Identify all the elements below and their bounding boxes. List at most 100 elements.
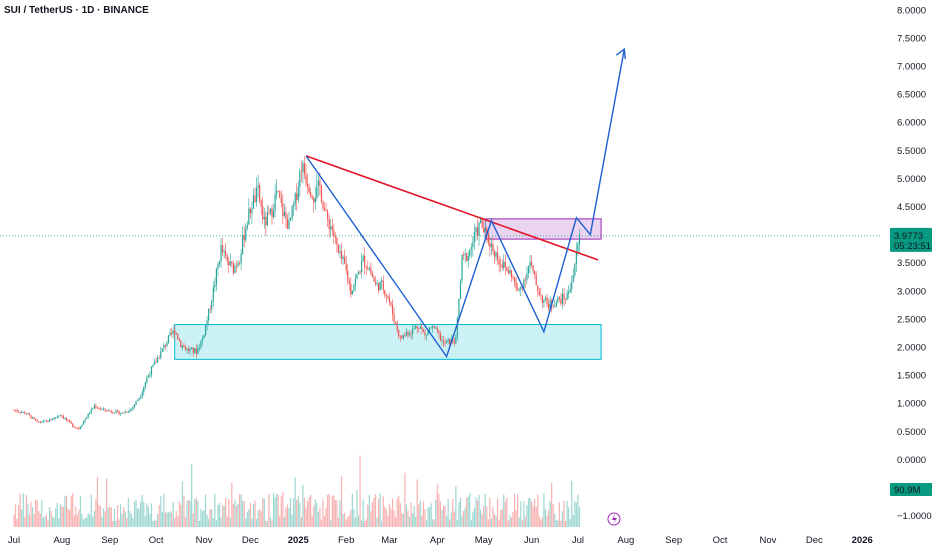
volume-bar [288,507,290,527]
candle-body [313,198,315,203]
volume-bar [560,520,562,527]
candle-body [543,299,545,303]
volume-bar [18,505,20,527]
time-tick-label: Sep [101,535,118,546]
candle-body [361,261,363,273]
candle-body [79,426,82,429]
candle-body [271,208,273,218]
volume-bar [220,517,222,527]
volume-bar [479,509,482,527]
volume-bar [568,507,570,527]
candle-body [399,336,401,338]
volume-bar [561,511,564,527]
volume-bar [395,516,397,527]
volume-bar [41,500,43,527]
volume-bar [547,510,550,527]
candle-body [260,200,262,207]
candle-body [325,210,327,212]
candle-body [291,206,293,219]
volume-bar [361,520,363,527]
volume-bar [92,517,94,527]
volume-bar [257,510,259,527]
candle-body [447,339,449,342]
volume-bar [492,507,494,527]
candle-body [138,397,140,400]
candle-body [228,261,230,266]
price-axis[interactable]: 8.0000 7.5000 7.0000 6.5000 6.0000 5.5000 5.00… [897,5,932,522]
volume-bar [444,506,446,527]
candle-body [340,250,343,259]
volume-bar [322,499,324,527]
candle-body [56,416,58,418]
volume-bar [289,498,292,527]
candle-body [336,237,338,246]
volume-bar [430,503,432,527]
volume-bar [490,518,493,527]
candle-body [243,235,245,241]
volume-bar [486,506,488,527]
volume-bar [438,493,440,527]
candle-body [235,265,238,267]
candle-body [396,322,398,330]
volume-bar [16,518,18,527]
volume-bar [526,505,528,527]
volume-bar [50,511,52,527]
volume-bar [487,519,489,527]
volume-bar [306,501,309,527]
volume-bar [350,510,352,527]
price-tick-label: 5.5000 [897,146,926,157]
volume-bar [376,517,378,527]
time-axis[interactable]: Jul Aug Sep Oct Nov Dec 2025 Feb Mar Apr May Jun Jul… [8,535,873,546]
candle-body [359,271,361,273]
candle-body [501,264,503,268]
candle-body [453,341,455,344]
volume-bar [214,493,216,527]
candle-body [401,336,403,339]
volume-bar [362,499,364,527]
volume-bar [470,520,472,527]
volume-bar [319,507,321,527]
volume-bar [293,498,295,527]
volume-bar [232,503,234,527]
candle-body [412,328,414,334]
candle-body [563,293,565,300]
candle-body [382,280,384,291]
candle-body [106,410,108,412]
volume-bar [180,504,182,527]
volume-bar [540,519,542,527]
volume-bar [398,495,400,527]
candle-body [62,416,65,419]
volume-bar [495,515,497,527]
time-tick-label: Mar [381,535,397,546]
time-tick-label: May [475,535,493,546]
candle-body [65,418,68,421]
candle-body [479,219,482,223]
candle-body [296,193,298,200]
volume-bar [467,496,469,527]
volume-bar [310,494,312,527]
volume-bar [578,507,581,527]
candle-body [413,328,415,330]
volume-bar [429,506,431,527]
candle-body [541,295,543,303]
candle-body [170,332,173,334]
volume-bar [79,495,82,527]
volume-bar [140,501,142,527]
volume-bar [390,508,392,527]
volume-bar [518,517,520,527]
volume-bar [555,520,557,527]
candle-body [436,327,438,331]
candle-body [303,163,306,175]
candle-body [496,252,499,260]
volume-bar [313,506,315,527]
candle-body [24,411,26,414]
volume-bar [353,509,355,527]
candle-body [18,411,20,413]
candle-body [484,227,486,233]
volume-bar [544,509,547,527]
candle-body [555,302,557,307]
volume-bar [260,511,262,527]
candle-body [195,348,197,355]
candle-body [425,334,428,336]
